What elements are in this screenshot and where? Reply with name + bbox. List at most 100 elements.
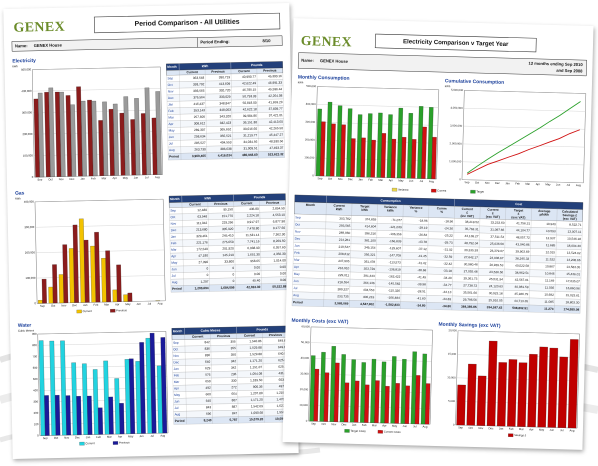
table-cell: Feb xyxy=(171,241,177,245)
table-cell: 508,802.51 xyxy=(512,306,528,310)
group-header: kWh xyxy=(202,64,209,68)
table-cell: 1,151.07 xyxy=(250,365,263,369)
table-cell: 4,416,034 xyxy=(218,153,232,157)
table-cell: 17,035.07 xyxy=(566,279,580,283)
column-header: Previous xyxy=(266,201,280,205)
bar xyxy=(354,380,360,423)
column-header: Previous xyxy=(211,69,225,73)
table-cell: 45,447.27 xyxy=(269,133,283,137)
table-cell: 1,207.80 xyxy=(250,391,263,395)
table-cell: 334,247.43 xyxy=(487,305,503,309)
table-cell: 10,590.21 xyxy=(275,417,289,421)
table-cell: 41,659.23 xyxy=(268,100,282,104)
table-cell: Mar xyxy=(174,380,180,384)
y-tick-label: 200,000 xyxy=(25,250,35,254)
table-cell: 6,057.60 xyxy=(273,245,286,249)
grid-line xyxy=(463,108,586,112)
grid-line xyxy=(36,249,165,253)
column-header: Month xyxy=(167,65,177,69)
table-cell: -34.83 xyxy=(442,297,451,301)
column-header: Target xyxy=(514,208,523,212)
grid-line xyxy=(308,420,431,425)
y-tick-label: 100,000 xyxy=(25,276,35,280)
table-cell: 18,803.30 xyxy=(565,300,579,304)
group-header: Pounds xyxy=(257,327,269,331)
table-cell: 48,057.72 xyxy=(516,235,530,239)
x-tick-label: Jun xyxy=(549,428,554,432)
x-tick-label: May xyxy=(392,424,398,428)
table-cell: 664 xyxy=(231,392,237,396)
table-cell: 1,014.00 xyxy=(273,258,286,262)
table-cell: 6,038.90 xyxy=(247,246,260,250)
table-cell: 640 xyxy=(205,360,211,364)
bar xyxy=(384,386,390,424)
table-cell: 16,860.96 xyxy=(566,286,580,290)
table-cell: 27,738.72 xyxy=(463,283,477,287)
table-cell: 0.00 xyxy=(254,272,260,276)
table-cell: 836 xyxy=(205,347,211,351)
x-tick-label: Oct xyxy=(54,436,59,440)
table-cell: Mar xyxy=(294,258,299,262)
table-cell: Aug xyxy=(293,293,299,297)
bar xyxy=(38,340,46,436)
period-value: 8/10 xyxy=(262,38,271,43)
column-header: £ xyxy=(492,211,494,215)
table-cell: Dec xyxy=(168,96,174,100)
bar xyxy=(431,137,437,180)
bar xyxy=(343,382,350,423)
table-cell: Jul xyxy=(172,274,176,278)
table-cell: 0.00 xyxy=(254,265,260,269)
table-cell: 11,531.14 xyxy=(246,233,260,237)
report-page-1: GENEX Period Comparison - All Utilities … xyxy=(3,3,299,459)
page-title: Period Comparison - All Utilities xyxy=(135,19,240,28)
grid-line xyxy=(314,175,437,180)
table-cell: 221,176 xyxy=(196,240,208,244)
x-tick-label: Dec xyxy=(488,426,494,430)
column-header: Previous xyxy=(269,333,283,337)
chart-title: Cumulative Consumption xyxy=(445,78,504,86)
table-cell: Oct xyxy=(295,222,300,226)
x-tick-label: Apr xyxy=(118,434,122,438)
y-tick-label: 100,000 xyxy=(304,155,314,159)
page-2-canvas: GENEX Electricity Comparison v Target Ye… xyxy=(291,33,587,437)
y-tick-label: 200,000 xyxy=(305,138,315,142)
x-tick-label: Sep xyxy=(37,178,42,182)
grid-line xyxy=(309,389,431,394)
table-cell: 12,480 xyxy=(197,208,207,212)
y-tick-label: 60,000 xyxy=(301,324,310,328)
bar xyxy=(155,91,162,175)
table-cell: 43,138.27 xyxy=(465,234,479,238)
column-divider xyxy=(451,206,455,311)
table-cell: Feb xyxy=(174,373,180,377)
table-cell: 887 xyxy=(232,405,238,409)
table-cell: 7,741.16 xyxy=(247,239,260,243)
y-tick-label: 400,000 xyxy=(21,89,31,93)
grid-line xyxy=(34,174,163,178)
table-cell: Oct xyxy=(170,215,175,219)
legend-swatch xyxy=(76,309,82,314)
bar xyxy=(160,337,168,434)
grid-line xyxy=(317,86,439,90)
site-name: GENEX House xyxy=(34,42,63,48)
group-header: Pounds xyxy=(251,63,263,67)
table-cell: 492 xyxy=(205,386,211,390)
bar xyxy=(44,395,50,436)
table-cell: Feb xyxy=(168,109,174,113)
grid-line xyxy=(456,377,579,382)
x-tick-label: Nov xyxy=(338,177,344,181)
report-page-2: GENEX Electricity Comparison v Target Ye… xyxy=(282,18,594,450)
table-cell: -166,484 xyxy=(387,296,400,300)
table-cell: 172,540 xyxy=(196,247,208,251)
table-cell: 10.867 xyxy=(545,264,555,268)
column-header: (inc VAT) xyxy=(460,214,473,218)
legend-swatch xyxy=(112,441,119,445)
table-cell: 46,785.15 xyxy=(242,88,256,92)
table-cell: 353,729 xyxy=(364,267,376,271)
table-cell: 216,910 xyxy=(338,266,350,270)
x-tick-label: Dec xyxy=(341,422,347,426)
table-cell: Period xyxy=(175,419,185,423)
table-cell: 660 xyxy=(206,392,212,396)
legend-label: Current xyxy=(437,188,446,192)
table-cell: Sep xyxy=(170,209,176,213)
x-tick-label: Apr xyxy=(115,302,119,306)
